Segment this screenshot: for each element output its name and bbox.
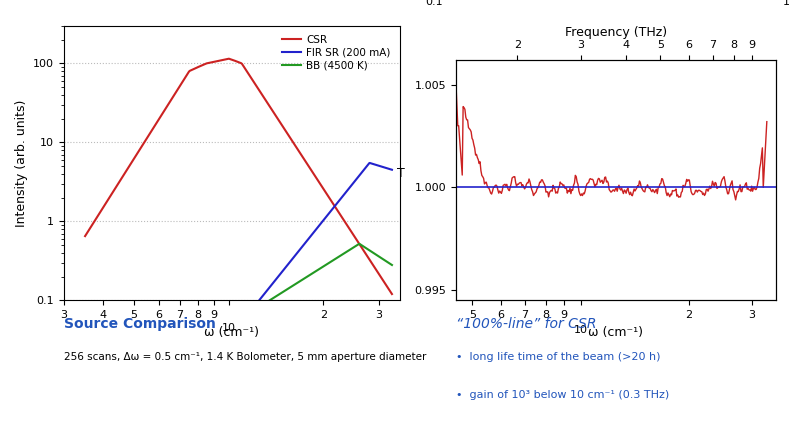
CSR (202, 61, 211, 66)
FIR SR (200 mA) (375, 163, 385, 169)
BB (4500 K) (387, 263, 397, 268)
CSR (274, 118, 284, 123)
BB (4500 K) (266, 297, 275, 302)
Legend: CSR, FIR SR (200 mA), BB (4500 K): CSR, FIR SR (200 mA), BB (4500 K) (278, 31, 394, 75)
BB (4500 K) (338, 252, 347, 257)
Text: 1: 1 (782, 0, 790, 7)
Text: •  long life time of the beam (>20 h): • long life time of the beam (>20 h) (456, 352, 661, 362)
Y-axis label: T: T (397, 167, 404, 180)
BB (4500 K) (340, 251, 350, 256)
FIR SR (200 mA) (255, 297, 265, 302)
FIR SR (200 mA) (336, 196, 346, 202)
BB (4500 K) (376, 255, 386, 260)
X-axis label: ω (cm⁻¹): ω (cm⁻¹) (205, 326, 259, 338)
Text: 10: 10 (222, 323, 236, 333)
CSR (117, 175, 126, 180)
Text: “100%-line” for CSR: “100%-line” for CSR (456, 317, 597, 332)
BB (4500 K) (265, 298, 274, 303)
CSR (304, 164, 314, 169)
X-axis label: ω (cm⁻¹): ω (cm⁻¹) (589, 326, 643, 338)
Text: Source Comparison: Source Comparison (64, 317, 216, 332)
Line: BB (4500 K): BB (4500 K) (270, 244, 392, 300)
Text: •  gain of 10³ below 10 cm⁻¹ (0.3 THz): • gain of 10³ below 10 cm⁻¹ (0.3 THz) (456, 390, 670, 400)
FIR SR (200 mA) (254, 298, 264, 303)
X-axis label: Frequency (THz): Frequency (THz) (565, 26, 667, 39)
Y-axis label: Intensity (arb. units): Intensity (arb. units) (14, 100, 28, 227)
Text: 10: 10 (574, 325, 587, 335)
FIR SR (200 mA) (366, 161, 376, 166)
CSR (387, 291, 397, 296)
FIR SR (200 mA) (387, 167, 397, 172)
Text: 0.1: 0.1 (426, 0, 443, 7)
BB (4500 K) (368, 250, 378, 255)
CSR (302, 162, 312, 167)
BB (4500 K) (338, 252, 347, 257)
BB (4500 K) (354, 241, 364, 246)
FIR SR (200 mA) (334, 199, 343, 204)
FIR SR (200 mA) (333, 200, 342, 205)
CSR (224, 56, 234, 61)
CSR (80, 233, 90, 239)
Line: FIR SR (200 mA): FIR SR (200 mA) (259, 163, 392, 300)
CSR (180, 75, 190, 80)
FIR SR (200 mA) (365, 160, 374, 166)
Text: 256 scans, Δω = 0.5 cm⁻¹, 1.4 K Bolometer, 5 mm aperture diameter: 256 scans, Δω = 0.5 cm⁻¹, 1.4 K Bolomete… (64, 352, 426, 362)
Line: CSR: CSR (85, 59, 392, 294)
